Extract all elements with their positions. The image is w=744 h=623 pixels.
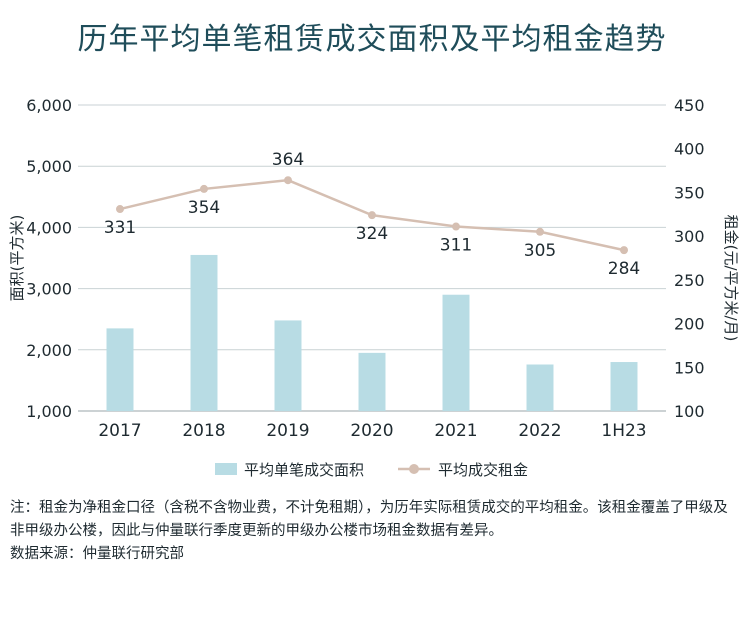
y-right-tick-label: 300 <box>674 227 705 246</box>
bar <box>610 362 638 411</box>
line-point <box>452 222 460 231</box>
y-right-tick-label: 450 <box>674 96 705 115</box>
y-right-tick-label: 350 <box>674 183 705 202</box>
legend-bar-swatch <box>215 463 237 475</box>
y-right-axis-label: 租金(元/平方米/月) <box>722 215 740 342</box>
x-tick-label: 2020 <box>350 421 393 441</box>
legend-line-marker <box>409 464 419 474</box>
y-left-tick-label: 2,000 <box>26 341 72 360</box>
y-left-tick-label: 3,000 <box>26 280 72 299</box>
x-tick-label: 1H23 <box>601 421 646 441</box>
x-tick-label: 2019 <box>266 421 309 441</box>
line-point <box>620 246 628 255</box>
y-left-tick-label: 6,000 <box>26 96 72 115</box>
x-tick-label: 2022 <box>518 421 561 441</box>
y-right-tick-label: 200 <box>674 315 705 334</box>
data-label: 331 <box>104 218 136 238</box>
x-tick-label: 2018 <box>182 421 225 441</box>
legend-line-label: 平均成交租金 <box>438 461 528 479</box>
bar <box>442 294 470 411</box>
y-right-tick-label: 400 <box>674 140 705 159</box>
y-right-tick-label: 150 <box>674 358 705 377</box>
combo-chart: 1,000 2,000 3,000 4,000 5,000 6,000 100 150 200 2… <box>8 96 740 479</box>
line-point <box>368 211 376 220</box>
line-point <box>116 205 124 214</box>
legend-bar-label: 平均单笔成交面积 <box>244 461 364 479</box>
line-point <box>284 176 292 185</box>
data-label: 311 <box>440 236 472 256</box>
chart-title: 历年平均单笔租赁成交面积及平均租金趋势 <box>77 22 667 57</box>
y-left-tick-label: 5,000 <box>26 157 72 176</box>
bar <box>106 328 134 411</box>
bar <box>190 254 218 411</box>
data-source: 数据来源：仲量联行研究部 <box>10 546 184 562</box>
y-right-tick-label: 250 <box>674 271 705 290</box>
data-label: 324 <box>356 224 388 244</box>
x-tick-label: 2021 <box>434 421 477 441</box>
y-left-tick-label: 1,000 <box>26 402 72 421</box>
chart-notes: 注：租金为净租金口径（含税不含物业费，不计免租期），为历年实际租赁成交的平均租金… <box>10 497 738 566</box>
line-point <box>200 184 208 193</box>
y-left-axis-label: 面积(平方米) <box>8 215 26 302</box>
bar <box>274 320 302 411</box>
bar <box>526 364 554 411</box>
footnote: 注：租金为净租金口径（含税不含物业费，不计免租期），为历年实际租赁成交的平均租金… <box>10 500 728 539</box>
x-tick-label: 2017 <box>98 421 141 441</box>
y-left-tick-label: 4,000 <box>26 218 72 237</box>
data-label: 284 <box>608 259 640 279</box>
data-label: 364 <box>272 150 304 170</box>
data-label: 354 <box>188 198 220 218</box>
line-point <box>536 227 544 236</box>
data-label: 305 <box>524 241 556 261</box>
y-right-tick-label: 100 <box>674 402 705 421</box>
bar <box>358 352 386 411</box>
